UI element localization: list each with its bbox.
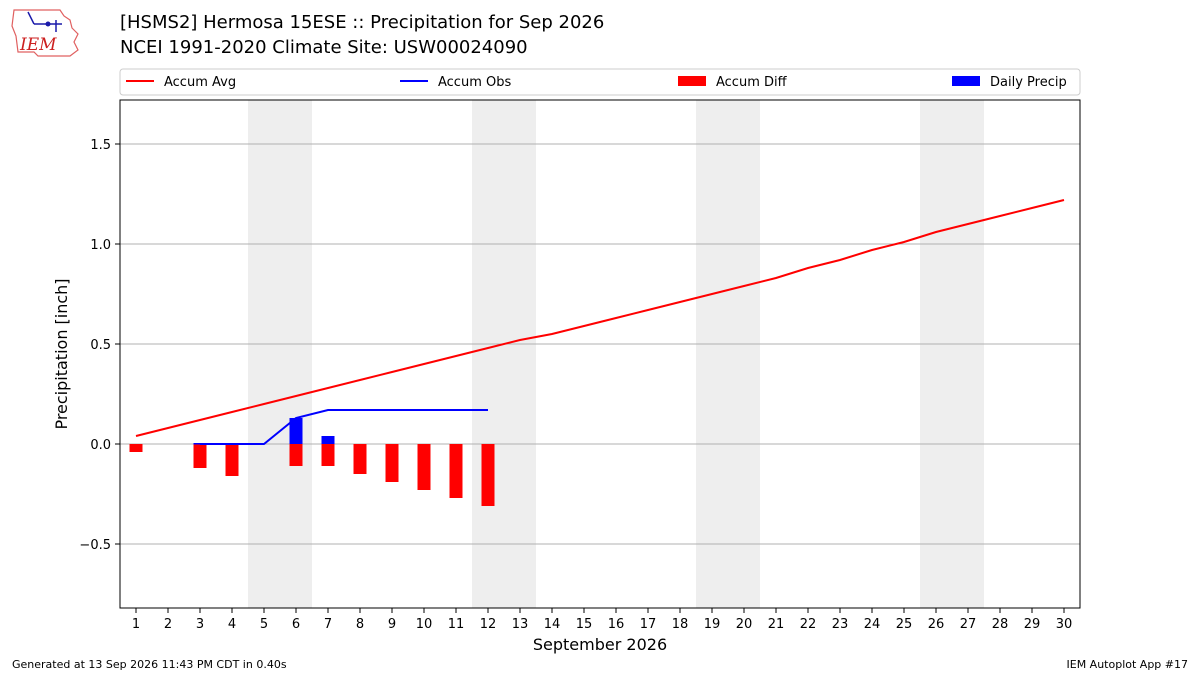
x-tick-label-20: 20 [736,617,753,632]
y-tick-label-3: 1.0 [90,238,111,253]
legend-label-accum-obs: Accum Obs [438,75,511,90]
x-ticks: 1 2 3 4 5 6 7 8 9 10 11 12 13 14 15 16 17 18 19 20 21 22 23 24 2… [132,608,1072,632]
chart-subtitle: NCEI 1991-2020 Climate Site: USW00024090 [120,37,528,58]
x-tick-label-5: 5 [260,617,268,632]
x-tick-label-3: 3 [196,617,204,632]
x-tick-label-29: 29 [1024,617,1041,632]
y-tick-label-2: 0.5 [90,338,111,353]
footer-generated: Generated at 13 Sep 2026 11:43 PM CDT in… [12,658,287,671]
weekend-shading [248,100,984,608]
y-ticks: −0.5 0.0 0.5 1.0 1.5 [79,138,120,553]
weekend-band-0 [248,100,312,608]
x-tick-label-2: 2 [164,617,172,632]
x-tick-label-26: 26 [928,617,945,632]
x-tick-label-4: 4 [228,617,236,632]
accum-diff-bar-12 [481,444,495,506]
x-tick-label-24: 24 [864,617,881,632]
y-tick-label-0: −0.5 [79,538,111,553]
x-tick-label-1: 1 [132,617,140,632]
legend: Accum Avg Accum Obs Accum Diff Daily Precip [119,68,1081,96]
accum-avg-line [135,199,1065,437]
accum-diff-bar-3 [193,444,207,468]
chart-title: [HSMS2] Hermosa 15ESE :: Precipitation f… [120,12,605,33]
weekend-band-2 [696,100,760,608]
x-tick-label-27: 27 [960,617,977,632]
x-tick-label-8: 8 [356,617,364,632]
x-tick-label-9: 9 [388,617,396,632]
plot-frame [119,99,1081,609]
weekend-band-1 [472,100,536,608]
x-tick-label-23: 23 [832,617,849,632]
x-tick-label-19: 19 [704,617,721,632]
x-tick-label-11: 11 [448,617,465,632]
x-tick-label-17: 17 [640,617,657,632]
x-tick-label-16: 16 [608,617,625,632]
x-tick-label-7: 7 [324,617,332,632]
x-tick-label-6: 6 [292,617,300,632]
accum-diff-bar-4 [225,444,239,476]
daily-precip-bar-7 [321,436,335,444]
x-tick-label-12: 12 [480,617,497,632]
legend-box [119,68,1081,96]
legend-label-accum-avg: Accum Avg [164,75,236,90]
legend-label-accum-diff: Accum Diff [716,75,788,90]
x-tick-label-25: 25 [896,617,913,632]
x-tick-label-22: 22 [800,617,817,632]
accum-diff-bar-10 [417,444,431,490]
accum-diff-bar-8 [353,444,367,474]
y-tick-label-1: 0.0 [90,438,111,453]
legend-swatch-accum-diff [678,76,706,86]
x-tick-label-10: 10 [416,617,433,632]
y-tick-label-4: 1.5 [90,138,111,153]
x-tick-label-28: 28 [992,617,1009,632]
x-tick-label-15: 15 [576,617,593,632]
accum-diff-bar-11 [449,444,463,498]
accum-diff-bar-1 [129,444,143,452]
x-tick-label-18: 18 [672,617,689,632]
accum-obs-line [200,409,488,445]
gridlines [120,143,1080,545]
lines [135,199,1065,445]
legend-label-daily-precip: Daily Precip [990,75,1067,90]
iem-logo: IEM [11,9,79,57]
footer-app: IEM Autoplot App #17 [1066,658,1189,671]
x-tick-label-14: 14 [544,617,561,632]
accum-diff-bar-6 [289,444,303,466]
y-axis-label: Precipitation [inch] [52,278,71,429]
weekend-band-3 [920,100,984,608]
accum-diff-bar-9 [385,444,399,482]
accum-diff-bar-7 [321,444,335,466]
x-tick-label-21: 21 [768,617,785,632]
logo-text: IEM [19,35,57,55]
x-tick-label-13: 13 [512,617,529,632]
bars [129,418,495,506]
daily-precip-bar-6 [289,418,303,444]
x-axis-label: September 2026 [533,635,667,654]
x-tick-label-30: 30 [1056,617,1073,632]
legend-swatch-daily-precip [952,76,980,86]
